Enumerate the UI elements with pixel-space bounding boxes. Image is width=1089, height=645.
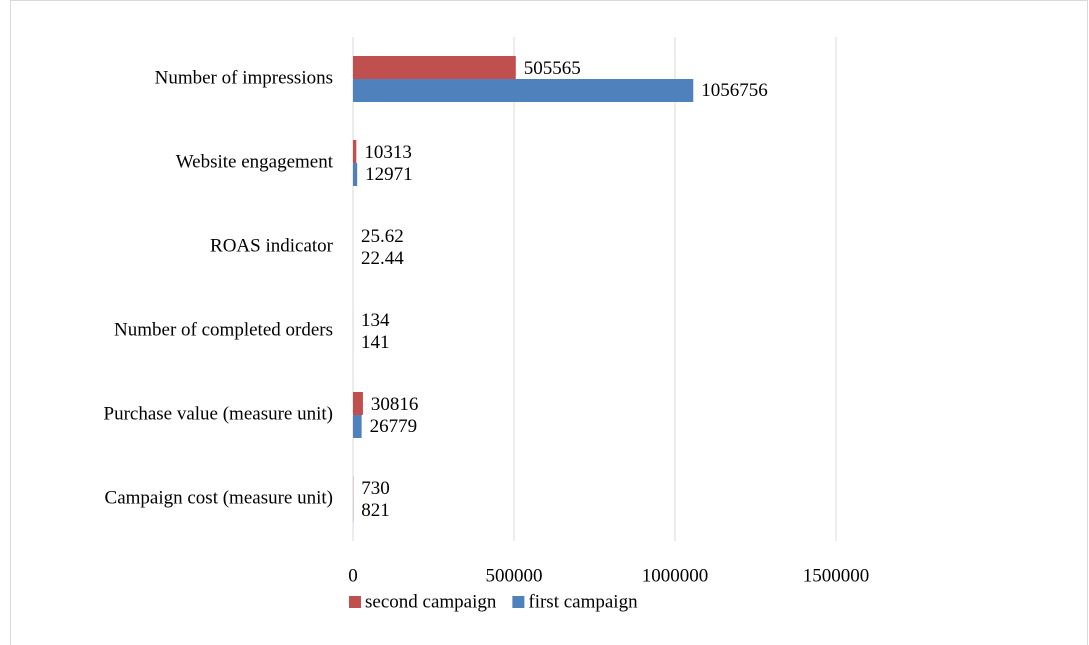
- data-label: 10313: [364, 142, 412, 163]
- y-tick-label: Website engagement: [176, 151, 334, 172]
- y-tick-label: ROAS indicator: [210, 235, 334, 256]
- data-label: 134: [361, 310, 390, 331]
- bar: [353, 140, 357, 163]
- legend-label: first campaign: [528, 591, 638, 612]
- data-label: 30816: [371, 394, 419, 415]
- y-tick-label: Purchase value (measure unit): [104, 403, 334, 424]
- legend-swatch: [349, 596, 361, 608]
- data-label: 505565: [524, 58, 581, 79]
- legend-label: second campaign: [365, 591, 497, 612]
- data-label: 1056756: [701, 80, 768, 101]
- chart-border: [10, 0, 1088, 645]
- x-tick-label: 0: [348, 565, 358, 586]
- legend-swatch: [512, 596, 525, 608]
- bar: [353, 163, 358, 186]
- data-label: 821: [361, 500, 390, 521]
- y-tick-label: Number of completed orders: [114, 319, 333, 340]
- bar: [353, 392, 363, 415]
- data-label: 730: [361, 478, 390, 499]
- x-tick-label: 1000000: [642, 565, 709, 586]
- data-label: 12971: [365, 164, 413, 185]
- x-tick-label: 500000: [486, 565, 543, 586]
- data-label: 22.44: [361, 248, 404, 269]
- data-label: 26779: [370, 416, 418, 437]
- x-tick-label: 1500000: [803, 565, 870, 586]
- y-tick-label: Campaign cost (measure unit): [105, 487, 333, 508]
- bar: [353, 415, 362, 438]
- bar: [353, 79, 694, 102]
- data-label: 141: [361, 332, 390, 353]
- bar: [353, 56, 516, 79]
- data-label: 25.62: [361, 226, 404, 247]
- y-tick-label: Number of impressions: [155, 67, 333, 88]
